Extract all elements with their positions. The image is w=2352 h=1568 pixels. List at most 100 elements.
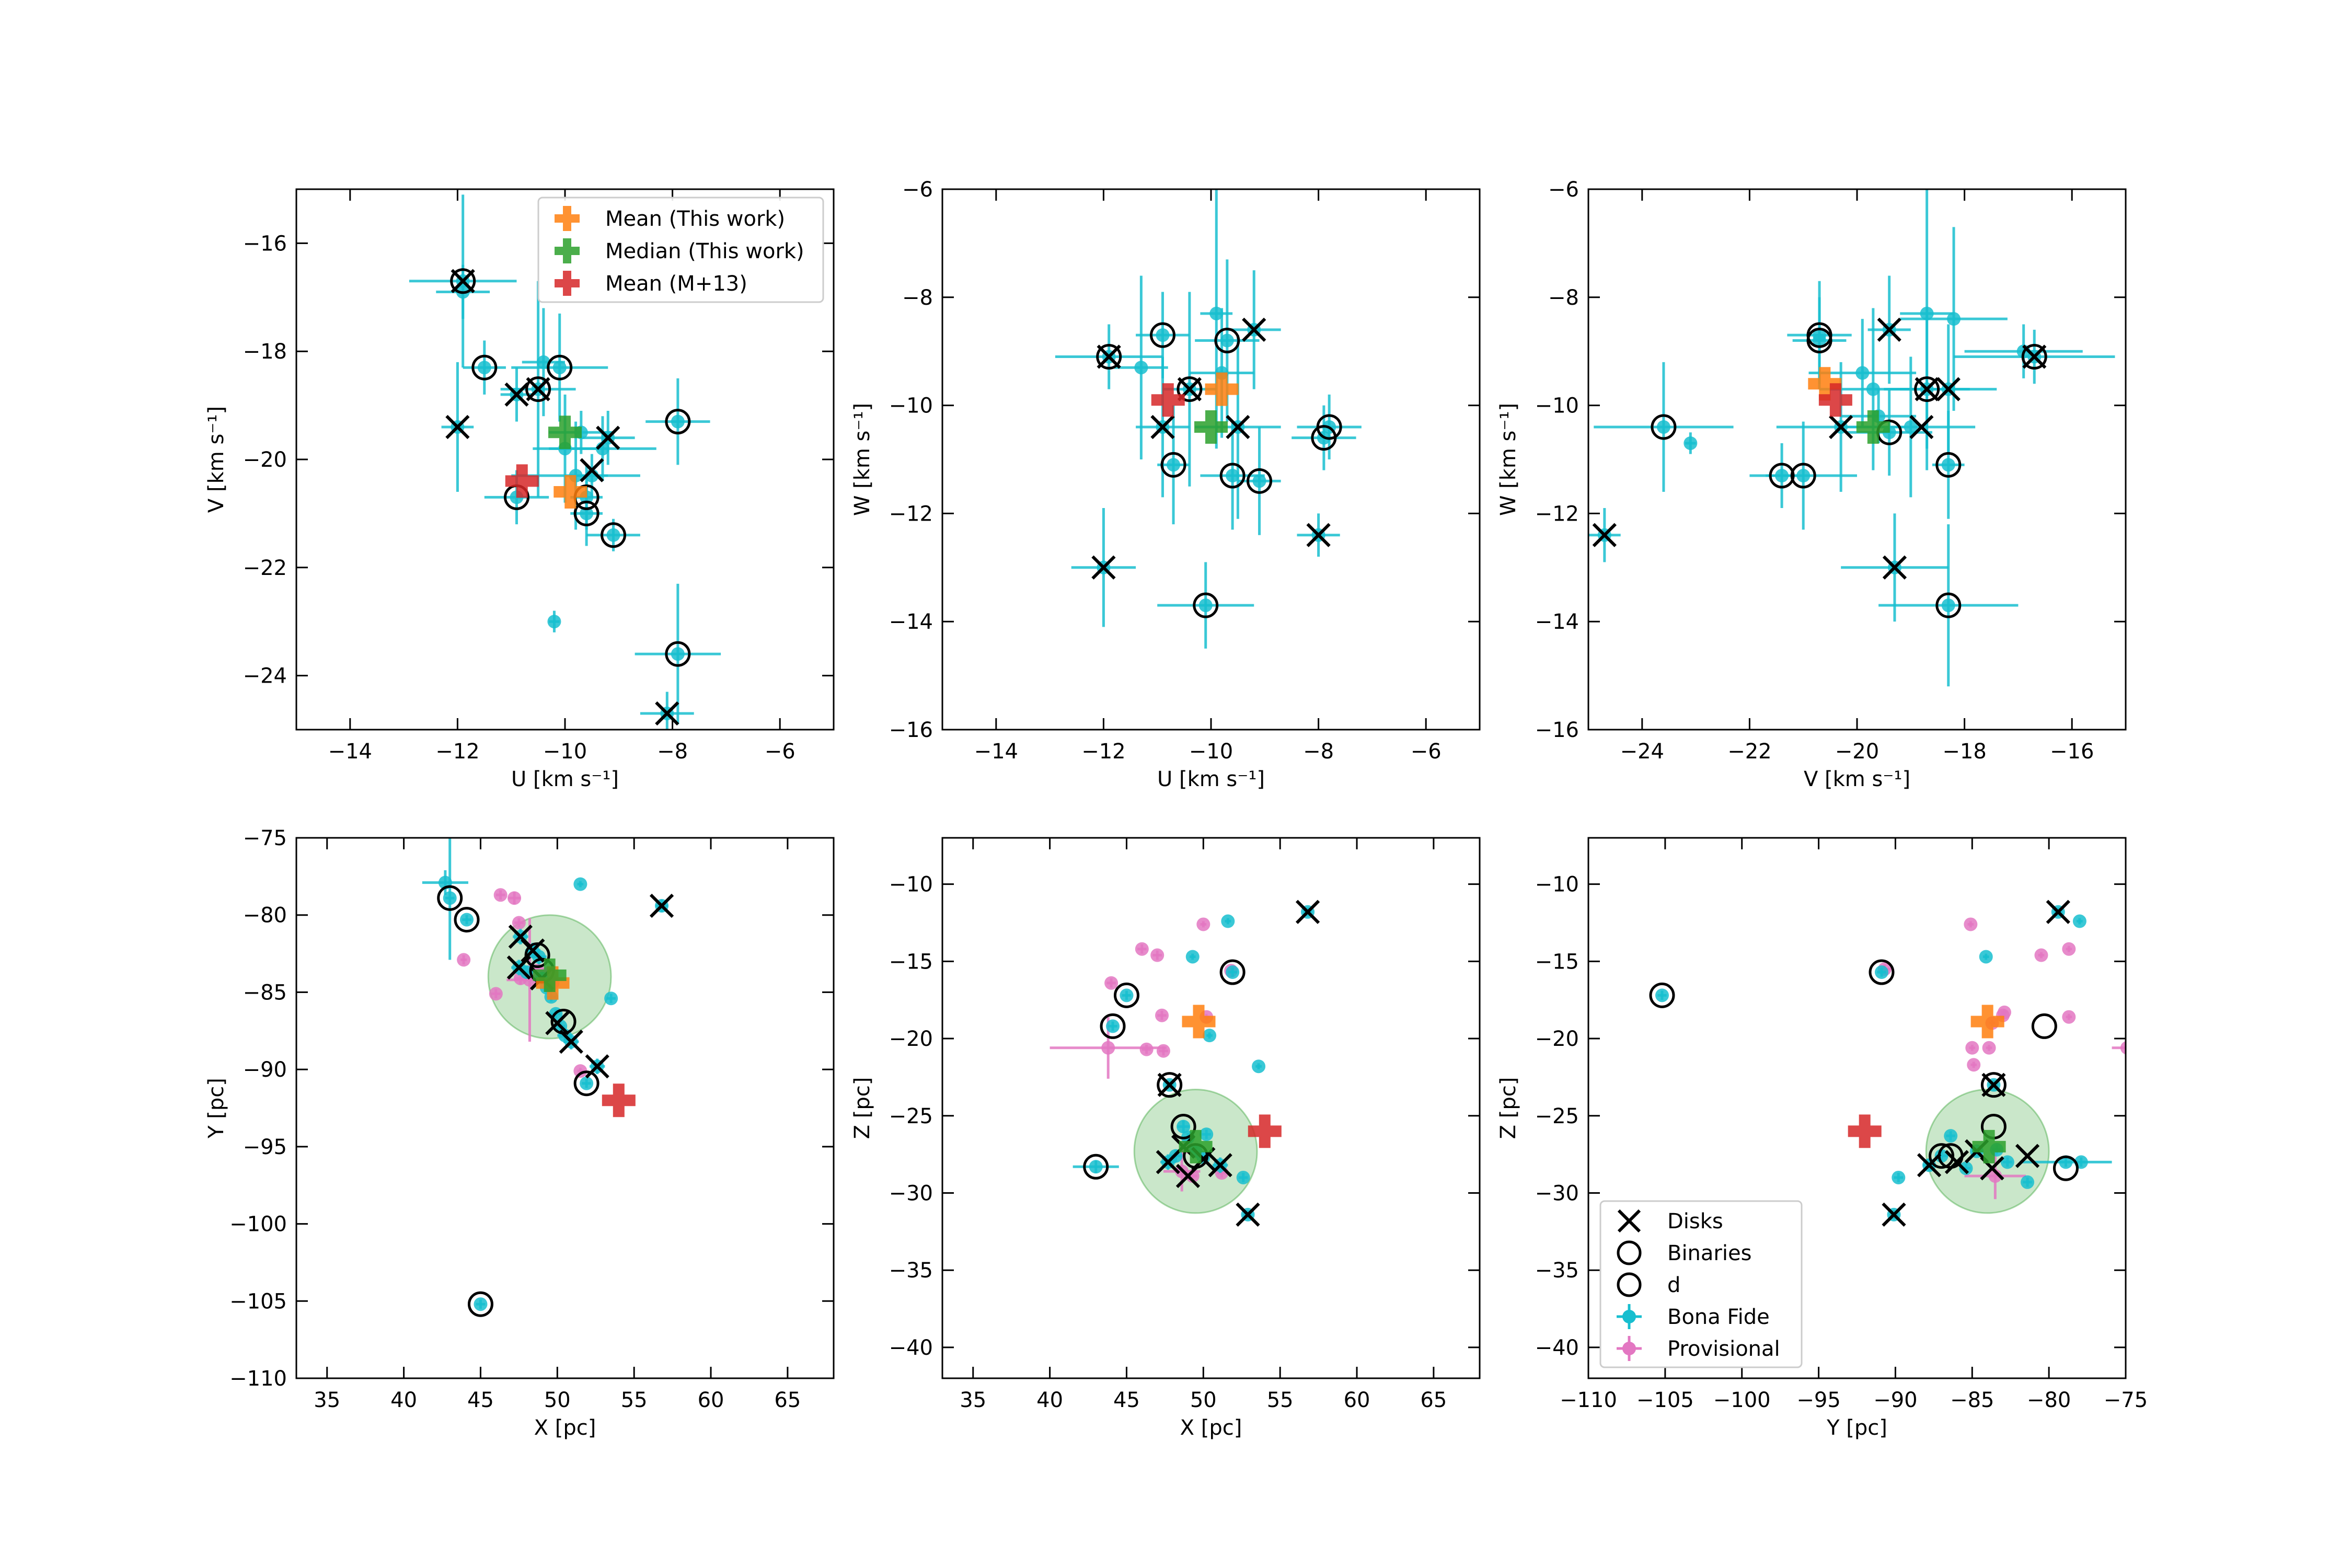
binary-marker [1790,463,1816,489]
provisional-point [493,888,508,902]
axes-frame [941,837,1481,1379]
mean-this-work-marker [554,475,587,509]
binary-marker [1096,344,1122,370]
bona-fide-point [671,414,685,429]
legend-top-label: Mean (This work) [605,207,785,231]
binary-marker [2053,1155,2079,1181]
y-tick-label: −14 [1535,610,1579,634]
mean-this-work-marker [1970,1005,2004,1039]
bona-fide-point [604,991,618,1006]
plot-area-xz [1050,900,1320,1227]
y-tick-label: −8 [1548,286,1579,310]
provisional-point [2062,942,2076,956]
disk-marker [649,893,674,918]
y-tick-label: −20 [1535,1027,1579,1051]
y-tick-label: −95 [243,1135,287,1159]
disk-marker [1882,555,1907,580]
provisional-point [512,916,526,930]
provisional-point [1156,1044,1170,1058]
binary-marker [467,1291,493,1317]
y-tick-label: −6 [1548,178,1579,202]
y-tick-label: −15 [1535,950,1579,974]
legend-top-label: Median (This work) [605,239,804,263]
y-tick-label: −15 [889,950,933,974]
panel-vw: −24 −22 −20 −18 −16 −16 −14 −12 −10 −8 −6 V [km s⁻¹… [1496,178,2127,791]
y-tick-label: −6 [902,178,933,202]
disk-marker [1236,1202,1260,1227]
bona-fide-point [1904,420,1918,434]
bona-fide-point [573,877,587,891]
bona-fide-point [671,647,685,661]
x-tick-label: −12 [1081,740,1125,764]
binary-marker [1316,414,1342,440]
disk-marker [1306,523,1331,547]
x-tick-label: 35 [314,1388,340,1412]
x-tick-label: 55 [621,1388,648,1412]
y-tick-label: −35 [889,1259,933,1283]
binary-marker [1170,1113,1196,1139]
bona-fide-point [2021,1175,2035,1189]
x-tick-label: 60 [1344,1388,1370,1412]
y-axis-label: Y [pc] [204,1078,228,1139]
disk-marker [1157,1073,1182,1097]
x-tick-label: 45 [1113,1388,1140,1412]
mean-m13-marker [602,1083,636,1117]
binary-marker [573,500,599,526]
provisional-point [489,987,503,1001]
bona-fide-point [1177,1120,1191,1134]
bona-fide-point [1134,361,1148,375]
x-tick-label: −10 [543,740,587,764]
provisional-point [457,953,471,967]
y-tick-label: −100 [229,1213,287,1237]
y-axis-label: V [km s⁻¹] [204,406,228,513]
x-tick-label: 50 [1190,1388,1217,1412]
disk-marker [585,1054,609,1079]
x-axis-label: Y [pc] [1826,1416,1887,1440]
binary-marker [665,641,691,667]
bona-fide-point [580,1076,594,1090]
disk-marker [2015,1144,2040,1168]
binary-marker [2031,1013,2057,1039]
disk-marker [2046,900,2070,924]
plot-area-vw [1588,189,2115,687]
bona-fide-point [1220,333,1234,348]
disk-marker [1592,523,1617,547]
bona-fide-point [1813,333,1827,348]
y-tick-label: −40 [889,1336,933,1360]
binary-marker [1113,982,1139,1008]
bona-fide-point [1655,988,1669,1002]
x-tick-label: −18 [1942,740,1986,764]
y-tick-label: −90 [243,1058,287,1082]
provisional-point [1965,1041,1979,1055]
binary-marker [1219,959,1246,985]
mean-m13-marker [1151,383,1185,417]
y-tick-label: −22 [243,556,287,580]
y-tick-label: −80 [243,904,287,928]
y-tick-label: −10 [889,873,933,897]
disk-marker [559,1029,583,1054]
median-this-work-marker [548,416,582,449]
disk-marker [451,269,475,293]
provisional-point [508,891,522,905]
x-tick-label: −100 [1713,1388,1771,1412]
x-tick-label: −75 [2104,1388,2148,1412]
provisional-point [1982,1041,1996,1055]
panel-yz: −110 −105 −100 −95 −90 −85 −80 −75 −40 −35 −30 −25 −… [1496,837,2148,1440]
x-tick-label: −16 [2050,740,2094,764]
legend-bottom-label: Bona Fide [1667,1305,1770,1329]
bona-fide-point [1874,965,1888,979]
bona-fide-point [1252,474,1266,488]
disk-marker [504,382,529,407]
x-tick-label: −8 [1303,740,1334,764]
x-tick-label: −12 [435,740,479,764]
provisional-point [2034,948,2048,962]
binary-marker [1100,1013,1126,1039]
binary-marker [1083,1154,1109,1180]
axes-frame [1587,837,2127,1379]
binary-marker [2021,344,2047,370]
binary-marker [1157,1072,1183,1098]
x-tick-label: −14 [328,740,372,764]
y-tick-label: −12 [889,502,933,526]
bona-fide-point [580,506,594,521]
